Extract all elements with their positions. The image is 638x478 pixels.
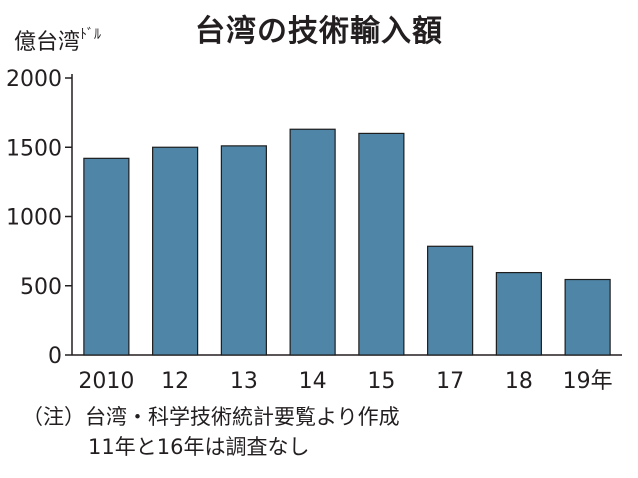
x-tick-label: 19年 bbox=[563, 369, 613, 394]
chart-title: 台湾の技術輸入額 bbox=[195, 14, 443, 49]
y-tick-labels: 0 500 1000 1500 2000 bbox=[6, 67, 62, 369]
x-tick-label: 13 bbox=[230, 369, 258, 394]
y-tick-label: 1000 bbox=[6, 206, 62, 231]
footnote-line-1: （注）台湾・科学技術統計要覧より作成 bbox=[22, 405, 400, 429]
bars bbox=[83, 128, 611, 356]
bar bbox=[564, 278, 611, 356]
y-tick-label: 1500 bbox=[6, 136, 62, 161]
bar bbox=[220, 145, 267, 356]
x-tick-label: 15 bbox=[367, 369, 395, 394]
y-tick-label: 500 bbox=[20, 275, 62, 300]
unit-suffix: ﾄﾞﾙ bbox=[80, 27, 102, 43]
bar bbox=[289, 128, 336, 356]
footnote-line-2: 11年と16年は調査なし bbox=[88, 435, 310, 459]
x-tick-label: 2010 bbox=[78, 369, 134, 394]
bar bbox=[83, 157, 130, 356]
bar bbox=[152, 146, 199, 356]
bar bbox=[495, 271, 542, 356]
x-tick-label: 12 bbox=[161, 369, 189, 394]
x-tick-label: 14 bbox=[299, 369, 327, 394]
y-tick-label: 2000 bbox=[6, 67, 62, 92]
bar bbox=[427, 245, 474, 356]
x-tick-label: 17 bbox=[436, 369, 464, 394]
unit-main: 億台湾 bbox=[14, 30, 81, 55]
y-tick-label: 0 bbox=[48, 344, 62, 369]
x-tick-labels: 2010 12 13 14 15 17 18 19年 bbox=[78, 369, 612, 394]
footnote: （注）台湾・科学技術統計要覧より作成 11年と16年は調査なし bbox=[22, 402, 400, 462]
x-tick-label: 18 bbox=[505, 369, 533, 394]
bar bbox=[358, 132, 405, 356]
y-axis-unit-label: 億台湾ﾄﾞﾙ bbox=[14, 24, 101, 56]
